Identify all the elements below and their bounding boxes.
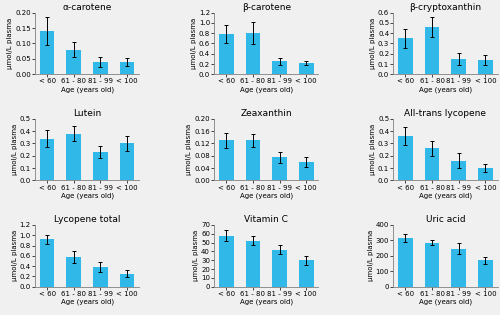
Bar: [40, 139, 54, 180]
Bar: [120, 274, 134, 287]
Bar: [299, 162, 314, 180]
Bar: [398, 38, 412, 74]
Bar: [272, 61, 287, 74]
Title: α-carotene: α-carotene: [62, 3, 112, 12]
Bar: [478, 60, 493, 74]
Bar: [66, 134, 81, 180]
X-axis label: Age (years old): Age (years old): [419, 87, 472, 93]
Bar: [40, 239, 54, 287]
Bar: [93, 62, 108, 74]
Bar: [452, 59, 466, 74]
Bar: [299, 260, 314, 287]
X-axis label: Age (years old): Age (years old): [60, 87, 114, 93]
Bar: [66, 257, 81, 287]
Bar: [219, 140, 234, 180]
Title: Lutein: Lutein: [73, 109, 101, 118]
Title: Zeaxanthin: Zeaxanthin: [240, 109, 292, 118]
Y-axis label: μmol/L plasma: μmol/L plasma: [12, 124, 18, 175]
Bar: [219, 236, 234, 287]
Y-axis label: μmol/L plasma: μmol/L plasma: [368, 230, 374, 281]
Bar: [398, 136, 412, 180]
Bar: [93, 267, 108, 287]
Bar: [478, 261, 493, 287]
Y-axis label: μmol/L plasma: μmol/L plasma: [190, 18, 196, 69]
Bar: [424, 148, 440, 180]
Bar: [246, 140, 260, 180]
X-axis label: Age (years old): Age (years old): [60, 299, 114, 306]
Bar: [272, 249, 287, 287]
Y-axis label: μmol/L plasma: μmol/L plasma: [12, 230, 18, 281]
X-axis label: Age (years old): Age (years old): [240, 299, 293, 306]
Bar: [452, 161, 466, 180]
Bar: [424, 243, 440, 287]
Y-axis label: μmol/L plasma: μmol/L plasma: [370, 18, 376, 69]
Title: Lycopene total: Lycopene total: [54, 215, 120, 224]
Bar: [120, 143, 134, 180]
Bar: [424, 27, 440, 74]
Bar: [299, 63, 314, 74]
X-axis label: Age (years old): Age (years old): [240, 193, 293, 199]
X-axis label: Age (years old): Age (years old): [419, 193, 472, 199]
Y-axis label: μmol/L plasma: μmol/L plasma: [193, 230, 199, 281]
Title: β-cryptoxanthin: β-cryptoxanthin: [410, 3, 482, 12]
Bar: [246, 33, 260, 74]
Bar: [272, 157, 287, 180]
Y-axis label: μmol/L plasma: μmol/L plasma: [370, 124, 376, 175]
Bar: [66, 50, 81, 74]
Bar: [120, 62, 134, 74]
Y-axis label: μmol/L plasma: μmol/L plasma: [186, 124, 192, 175]
Bar: [452, 249, 466, 287]
Bar: [398, 238, 412, 287]
Bar: [40, 31, 54, 74]
X-axis label: Age (years old): Age (years old): [240, 87, 293, 93]
Y-axis label: μmol/L plasma: μmol/L plasma: [7, 18, 13, 69]
X-axis label: Age (years old): Age (years old): [419, 299, 472, 306]
Bar: [246, 241, 260, 287]
Title: Vitamin C: Vitamin C: [244, 215, 288, 224]
Title: Uric acid: Uric acid: [426, 215, 465, 224]
Title: All-trans lycopene: All-trans lycopene: [404, 109, 486, 118]
X-axis label: Age (years old): Age (years old): [60, 193, 114, 199]
Bar: [219, 34, 234, 74]
Title: β-carotene: β-carotene: [242, 3, 291, 12]
Bar: [93, 152, 108, 180]
Bar: [478, 168, 493, 180]
